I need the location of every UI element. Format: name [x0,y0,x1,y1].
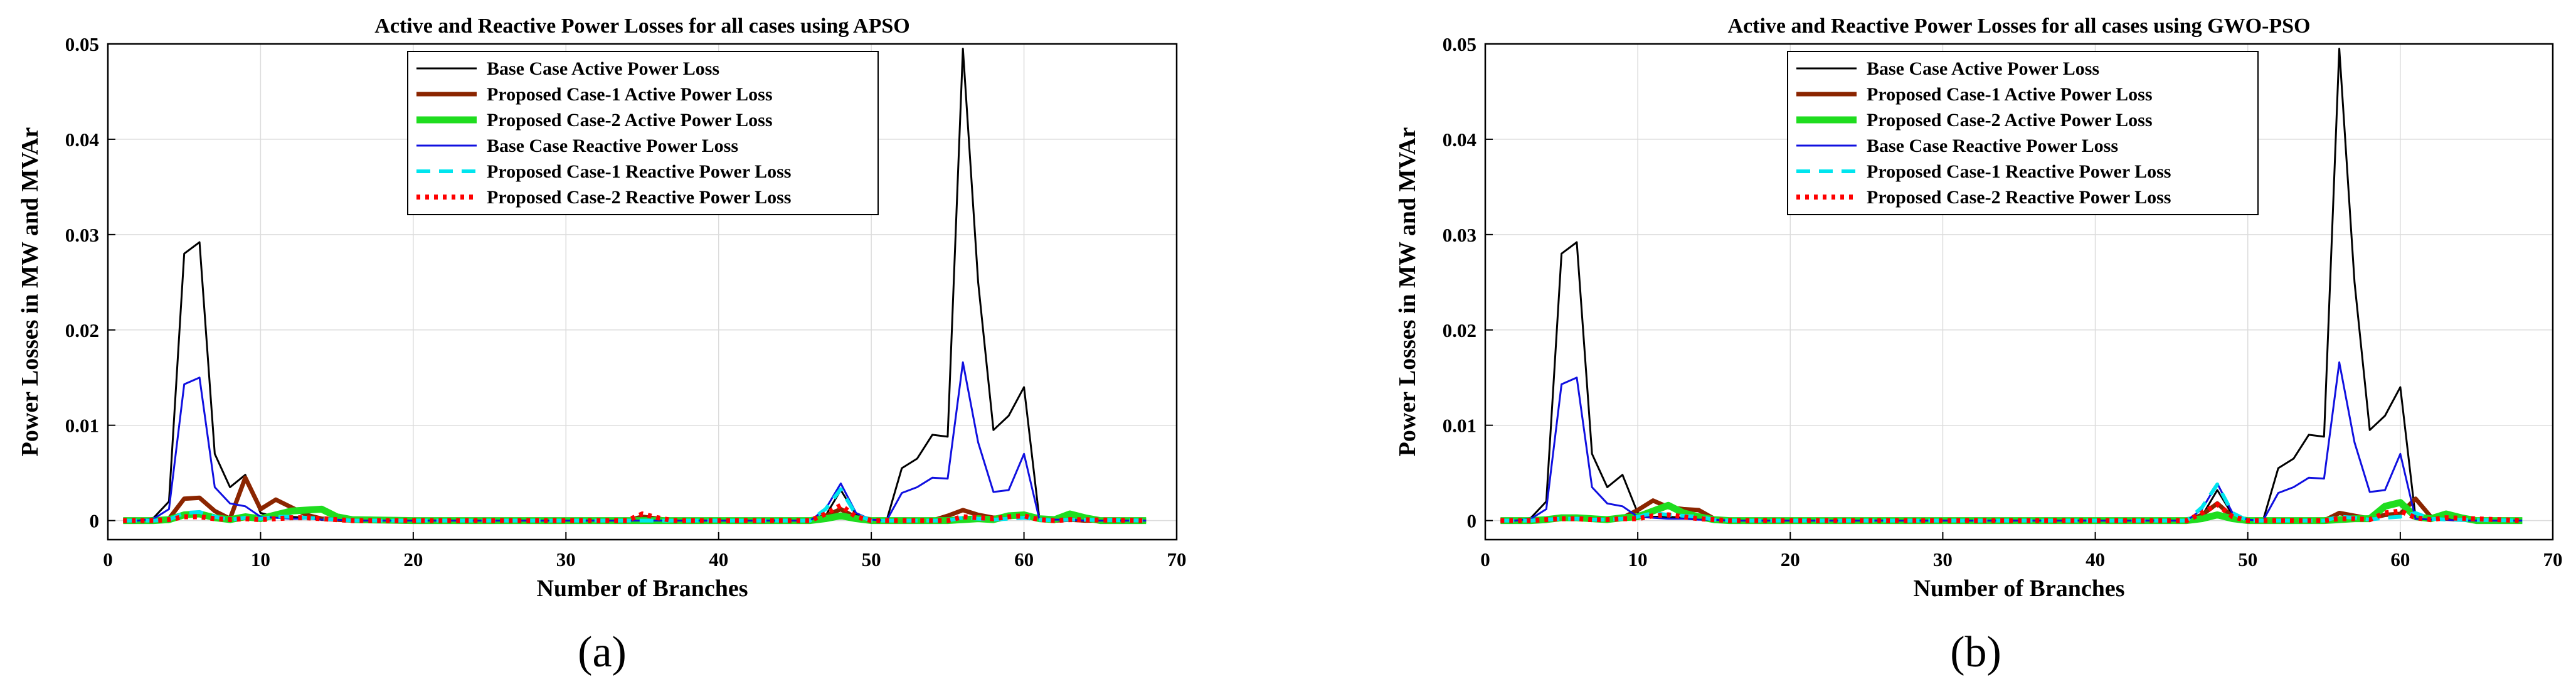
x-tick-label: 0 [103,548,113,570]
panel-label: (a) [578,628,627,676]
legend: Base Case Active Power Loss Proposed Case… [1787,51,2259,215]
series-line-4 [123,361,1147,522]
panel-label: (b) [1950,628,2001,676]
y-tick-label: 0.02 [65,319,99,341]
y-tick-label: 0.04 [65,129,99,151]
chart-title: Active and Reactive Power Losses for all… [374,14,909,38]
x-tick-label: 0 [1480,548,1490,570]
y-tick-label: 0.03 [65,224,99,246]
legend-box [407,51,879,215]
x-tick-label: 20 [403,548,423,570]
y-axis-label: Power Losses in MW and MVAr [1394,127,1421,457]
series-line-6 [123,503,1147,523]
y-tick-label: 0.05 [1443,33,1476,55]
x-tick-label: 60 [1014,548,1034,570]
x-axis-label: Number of Branches [1913,575,2124,602]
legend-entry: Proposed Case-2 Active Power Loss [487,110,773,131]
legend: Base Case Active Power Loss Proposed Case… [407,51,879,215]
chart-panel-1: 0 10 20 30 40 50 60 70 0 0.01 0.02 0.03 0.04 0.05 Acti… [17,14,1187,676]
legend-entry: Proposed Case-1 Active Power Loss [487,84,773,105]
y-tick-label: 0.04 [1443,129,1476,151]
series-line-5 [1500,482,2523,523]
legend-entry: Proposed Case-2 Reactive Power Loss [487,187,791,208]
legend-box [1787,51,2259,215]
chart-panel-2: 0 10 20 30 40 50 60 70 0 0.01 0.02 0.03 0.04 0.05 Acti… [1394,14,2563,676]
chart-title: Active and Reactive Power Losses for all… [1728,14,2311,38]
y-tick-label: 0 [90,510,100,532]
y-tick-label: 0.01 [65,415,99,437]
x-tick-label: 70 [2543,548,2563,570]
x-tick-label: 10 [251,548,270,570]
x-axis-label: Number of Branches [536,575,748,602]
series-group [1500,48,2523,525]
y-tick-label: 0.02 [1443,319,1476,341]
y-tick-label: 0.05 [65,33,99,55]
plot-frame [1484,43,2554,541]
x-tick-label: 50 [2238,548,2257,570]
y-tick-label: 0 [1467,510,1477,532]
legend-entry: Base Case Active Power Loss [1867,58,2099,79]
plot-frame [107,43,1178,541]
x-tick-label: 60 [2390,548,2410,570]
legend-entry: Proposed Case-2 Active Power Loss [1867,110,2153,131]
legend-entry: Proposed Case-1 Reactive Power Loss [1867,161,2171,182]
x-tick-label: 70 [1167,548,1187,570]
x-tick-label: 40 [709,548,728,570]
x-tick-label: 20 [1781,548,1800,570]
legend-entry: Proposed Case-1 Reactive Power Loss [487,161,791,182]
y-tick-label: 0.03 [1443,224,1476,246]
series-group [123,48,1147,525]
legend-entry: Proposed Case-1 Active Power Loss [1867,84,2153,105]
x-tick-label: 50 [862,548,881,570]
x-tick-label: 10 [1628,548,1648,570]
legend-entry: Proposed Case-2 Reactive Power Loss [1867,187,2171,208]
x-tick-label: 30 [1933,548,1953,570]
series-line-6 [1500,501,2523,523]
legend-entry: Base Case Active Power Loss [487,58,719,79]
x-tick-label: 30 [556,548,576,570]
legend-entry: Base Case Reactive Power Loss [1867,136,2118,156]
y-axis-label: Power Losses in MW and MVAr [17,127,43,457]
y-tick-label: 0.01 [1443,415,1476,437]
x-tick-label: 40 [2086,548,2105,570]
legend-entry: Base Case Reactive Power Loss [487,136,738,156]
series-line-4 [1500,361,2523,522]
